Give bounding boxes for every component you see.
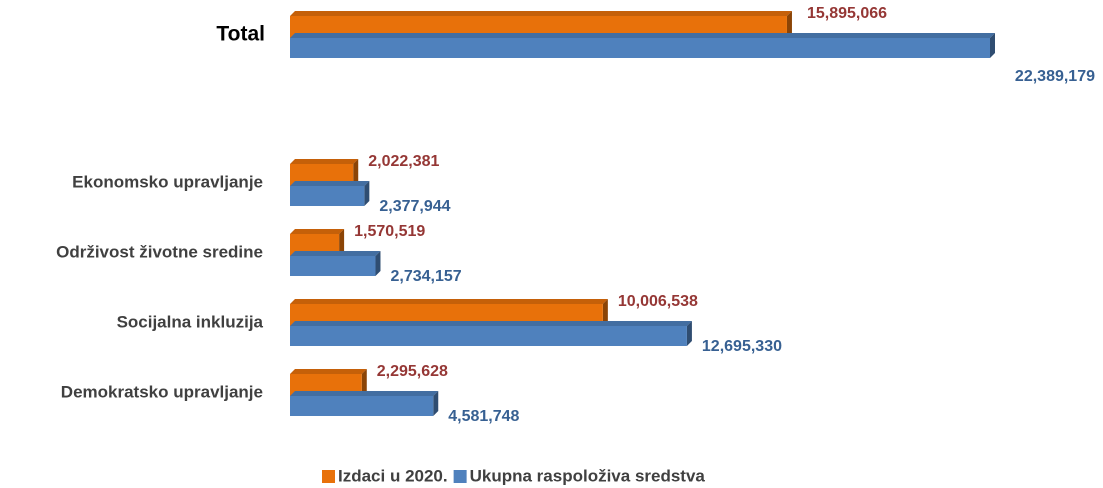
value-label: 12,695,330 [702, 338, 782, 355]
bar [290, 304, 603, 326]
bar [290, 234, 340, 256]
bar-side [990, 33, 995, 58]
value-label: 2,734,157 [390, 268, 461, 285]
bar [290, 38, 990, 58]
bar-top [290, 321, 692, 326]
category-label: Demokratsko upravljanje [61, 382, 263, 401]
bar-top [290, 33, 995, 38]
bar-top [290, 159, 359, 164]
bar-side [786, 11, 792, 38]
bar-side [602, 299, 608, 326]
category-label: Total [216, 23, 265, 46]
bar-side [364, 181, 370, 206]
bar-top [290, 369, 367, 374]
value-label: 1,570,519 [354, 223, 425, 240]
bar [290, 16, 787, 38]
legend-swatch [453, 470, 467, 483]
category-label: Ekonomsko upravljanje [72, 172, 263, 191]
value-label: 4,581,748 [448, 408, 519, 425]
value-label: 2,295,628 [377, 363, 448, 380]
value-label: 2,377,944 [379, 198, 450, 215]
legend-swatch [322, 470, 335, 483]
bar-top [290, 251, 381, 256]
bar [290, 186, 365, 206]
bar-side [353, 159, 359, 186]
bar-side [361, 369, 367, 396]
bar [290, 256, 376, 276]
bar-side [686, 321, 692, 346]
value-label: 10,006,538 [618, 293, 698, 310]
bar-top [290, 299, 608, 304]
value-label: 2,022,381 [368, 153, 439, 170]
bar-top [290, 229, 345, 234]
bar [290, 396, 434, 416]
bar-side [433, 391, 439, 416]
bar-side [375, 251, 381, 276]
bar [290, 374, 362, 396]
bar [290, 326, 687, 346]
bar-top [290, 181, 370, 186]
bar-side [339, 229, 345, 256]
category-label: Održivost životne sredine [56, 242, 263, 261]
value-label: 15,895,066 [807, 5, 887, 22]
bar-top [290, 11, 792, 16]
bar-top [290, 391, 439, 396]
legend-label: Izdaci u 2020. [338, 466, 448, 485]
bar [290, 164, 354, 186]
category-label: Socijalna inkluzija [117, 312, 264, 331]
value-label: 22,389,179 [1015, 68, 1095, 85]
legend-label: Ukupna raspoloživa sredstva [470, 466, 706, 485]
